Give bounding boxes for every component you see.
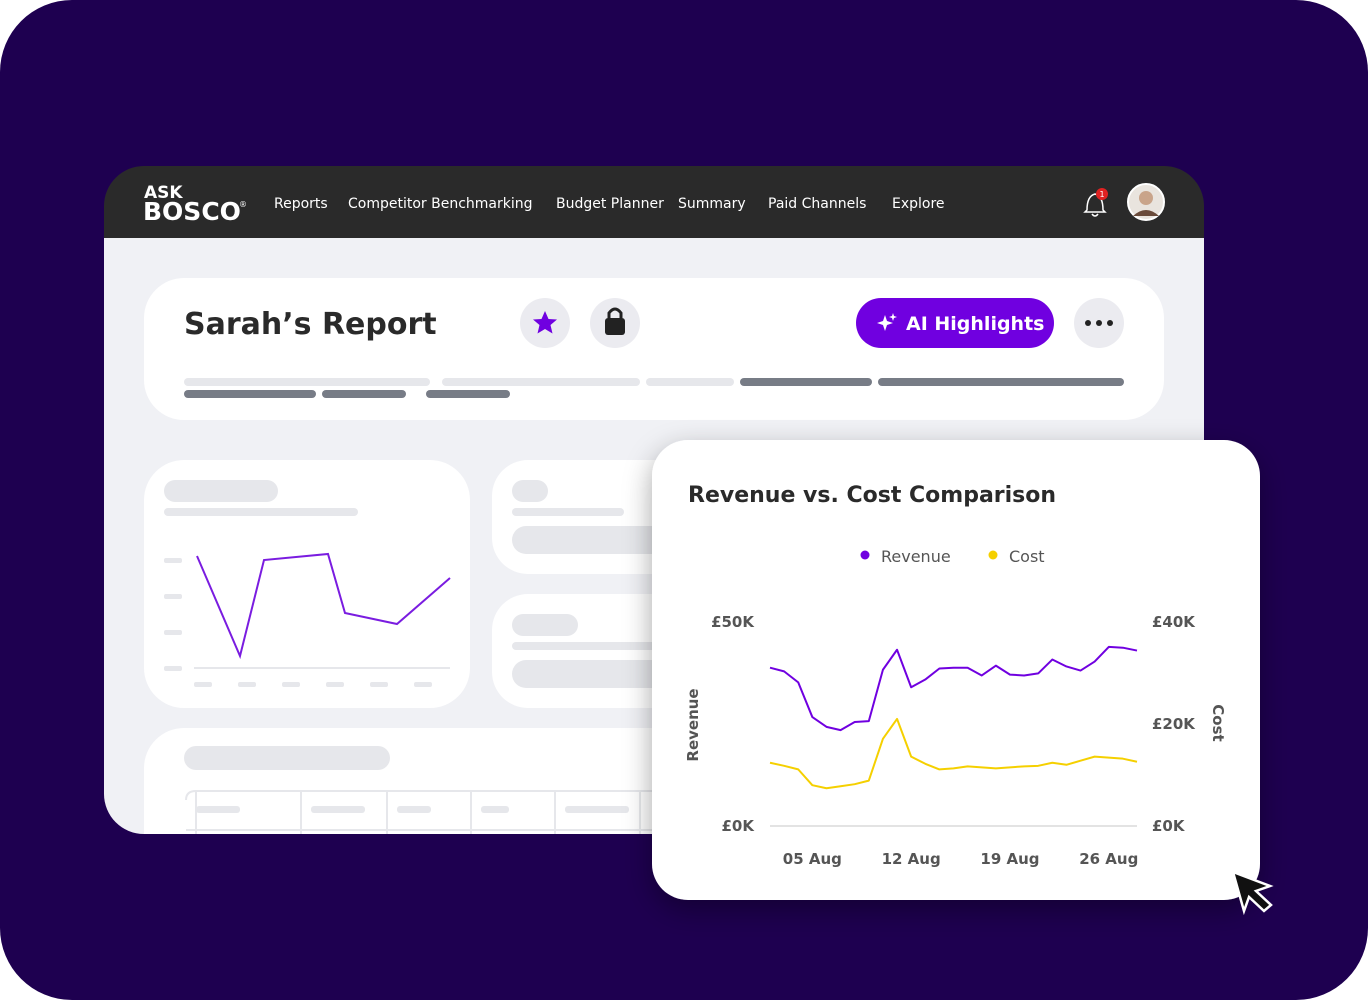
nav-item[interactable]: Summary xyxy=(678,196,746,212)
y2-tick-label: £40K xyxy=(1152,613,1196,631)
y-tick-label: £50K xyxy=(711,613,755,631)
report-title: Sarah’s Report xyxy=(184,307,437,342)
cursor xyxy=(1231,869,1274,916)
chart-card xyxy=(652,440,1260,900)
series-line xyxy=(769,717,1138,790)
mini-ticks xyxy=(164,558,432,687)
top-bar xyxy=(104,166,1204,238)
nav-item[interactable]: Explore xyxy=(892,196,945,212)
y-tick-label: £0K xyxy=(722,817,756,835)
logo-top: ASK xyxy=(144,183,183,203)
nav-item[interactable]: Competitor Benchmarking xyxy=(348,196,533,212)
skeleton xyxy=(512,508,624,516)
chart-title: Revenue vs. Cost Comparison xyxy=(688,483,1056,508)
mini-line xyxy=(196,552,451,660)
skeleton-lines xyxy=(184,378,1124,398)
y2-tick-label: £20K xyxy=(1152,715,1196,733)
y2-tick-label: £0K xyxy=(1152,817,1186,835)
legend-swatch xyxy=(988,550,998,560)
logo-mark: ® xyxy=(239,200,247,209)
nav-item[interactable]: Reports xyxy=(274,196,328,212)
nav-item[interactable]: Paid Channels xyxy=(768,196,866,212)
bell-icon[interactable] xyxy=(1083,193,1107,217)
ai-highlights-button[interactable] xyxy=(856,298,1054,348)
logo-bottom: BOSCO xyxy=(143,197,241,226)
series-line xyxy=(769,645,1138,732)
table-skeleton xyxy=(185,789,660,834)
x-tick-label: 12 Aug xyxy=(882,850,941,868)
x-tick-label: 05 Aug xyxy=(783,850,842,868)
star-icon xyxy=(533,311,557,334)
table-cells xyxy=(196,806,629,813)
legend-label: Revenue xyxy=(881,547,951,566)
skeleton xyxy=(164,480,278,502)
ai-highlights-label: AI Highlights xyxy=(906,313,1044,335)
skeleton xyxy=(164,508,358,516)
nav: Reports Competitor Benchmarking Budget Pla… xyxy=(274,196,945,212)
skeleton xyxy=(512,614,578,636)
y2-axis-title: Cost xyxy=(1209,704,1227,741)
avatar-body xyxy=(1133,210,1159,216)
more-dots xyxy=(1085,320,1113,326)
avatar-face xyxy=(1139,191,1153,205)
skeleton xyxy=(512,480,548,502)
lock-shackle xyxy=(607,307,623,318)
y-axis-title: Revenue xyxy=(684,688,702,761)
x-tick-label: 26 Aug xyxy=(1079,850,1138,868)
x-tick-label: 19 Aug xyxy=(980,850,1039,868)
sparkle-icon xyxy=(877,313,897,331)
badge-count: 1 xyxy=(1099,190,1104,199)
legend-swatch xyxy=(860,550,870,560)
badge xyxy=(1096,188,1108,200)
nav-item[interactable]: Budget Planner xyxy=(556,196,664,212)
skeleton xyxy=(184,746,390,770)
lock-icon xyxy=(605,318,625,335)
legend-label: Cost xyxy=(1009,547,1045,566)
chart: £0K £50K £0K £20K £40K 05 Aug 12 Aug 19 Aug 26 A… xyxy=(711,547,1196,868)
mini-chart-card xyxy=(144,460,470,708)
